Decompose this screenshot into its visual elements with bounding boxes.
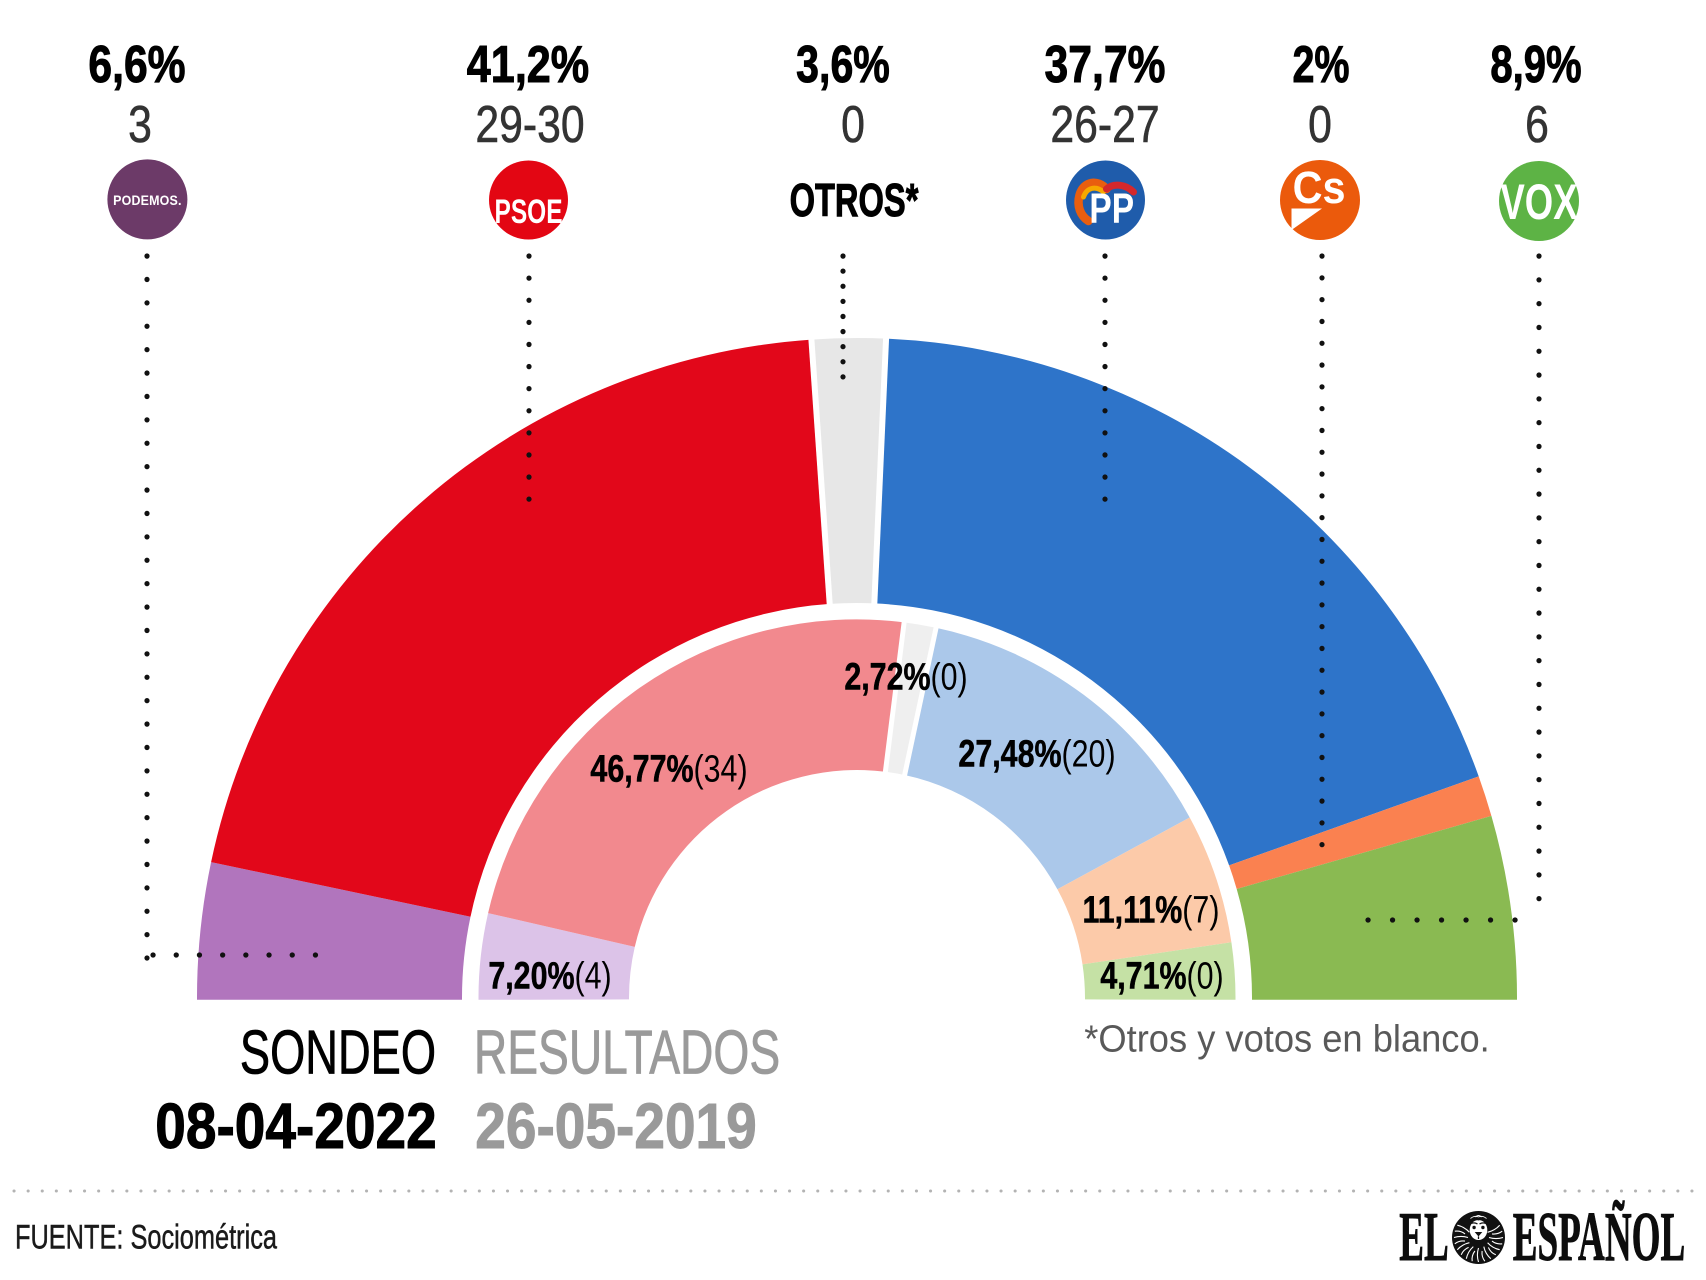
svg-text:Cs: Cs (1293, 163, 1346, 213)
svg-text:PP: PP (1089, 185, 1134, 233)
svg-text:PSOE: PSOE (494, 193, 562, 231)
svg-text:VOX: VOX (1500, 174, 1577, 230)
svg-text:PODEMOS.: PODEMOS. (113, 193, 182, 209)
